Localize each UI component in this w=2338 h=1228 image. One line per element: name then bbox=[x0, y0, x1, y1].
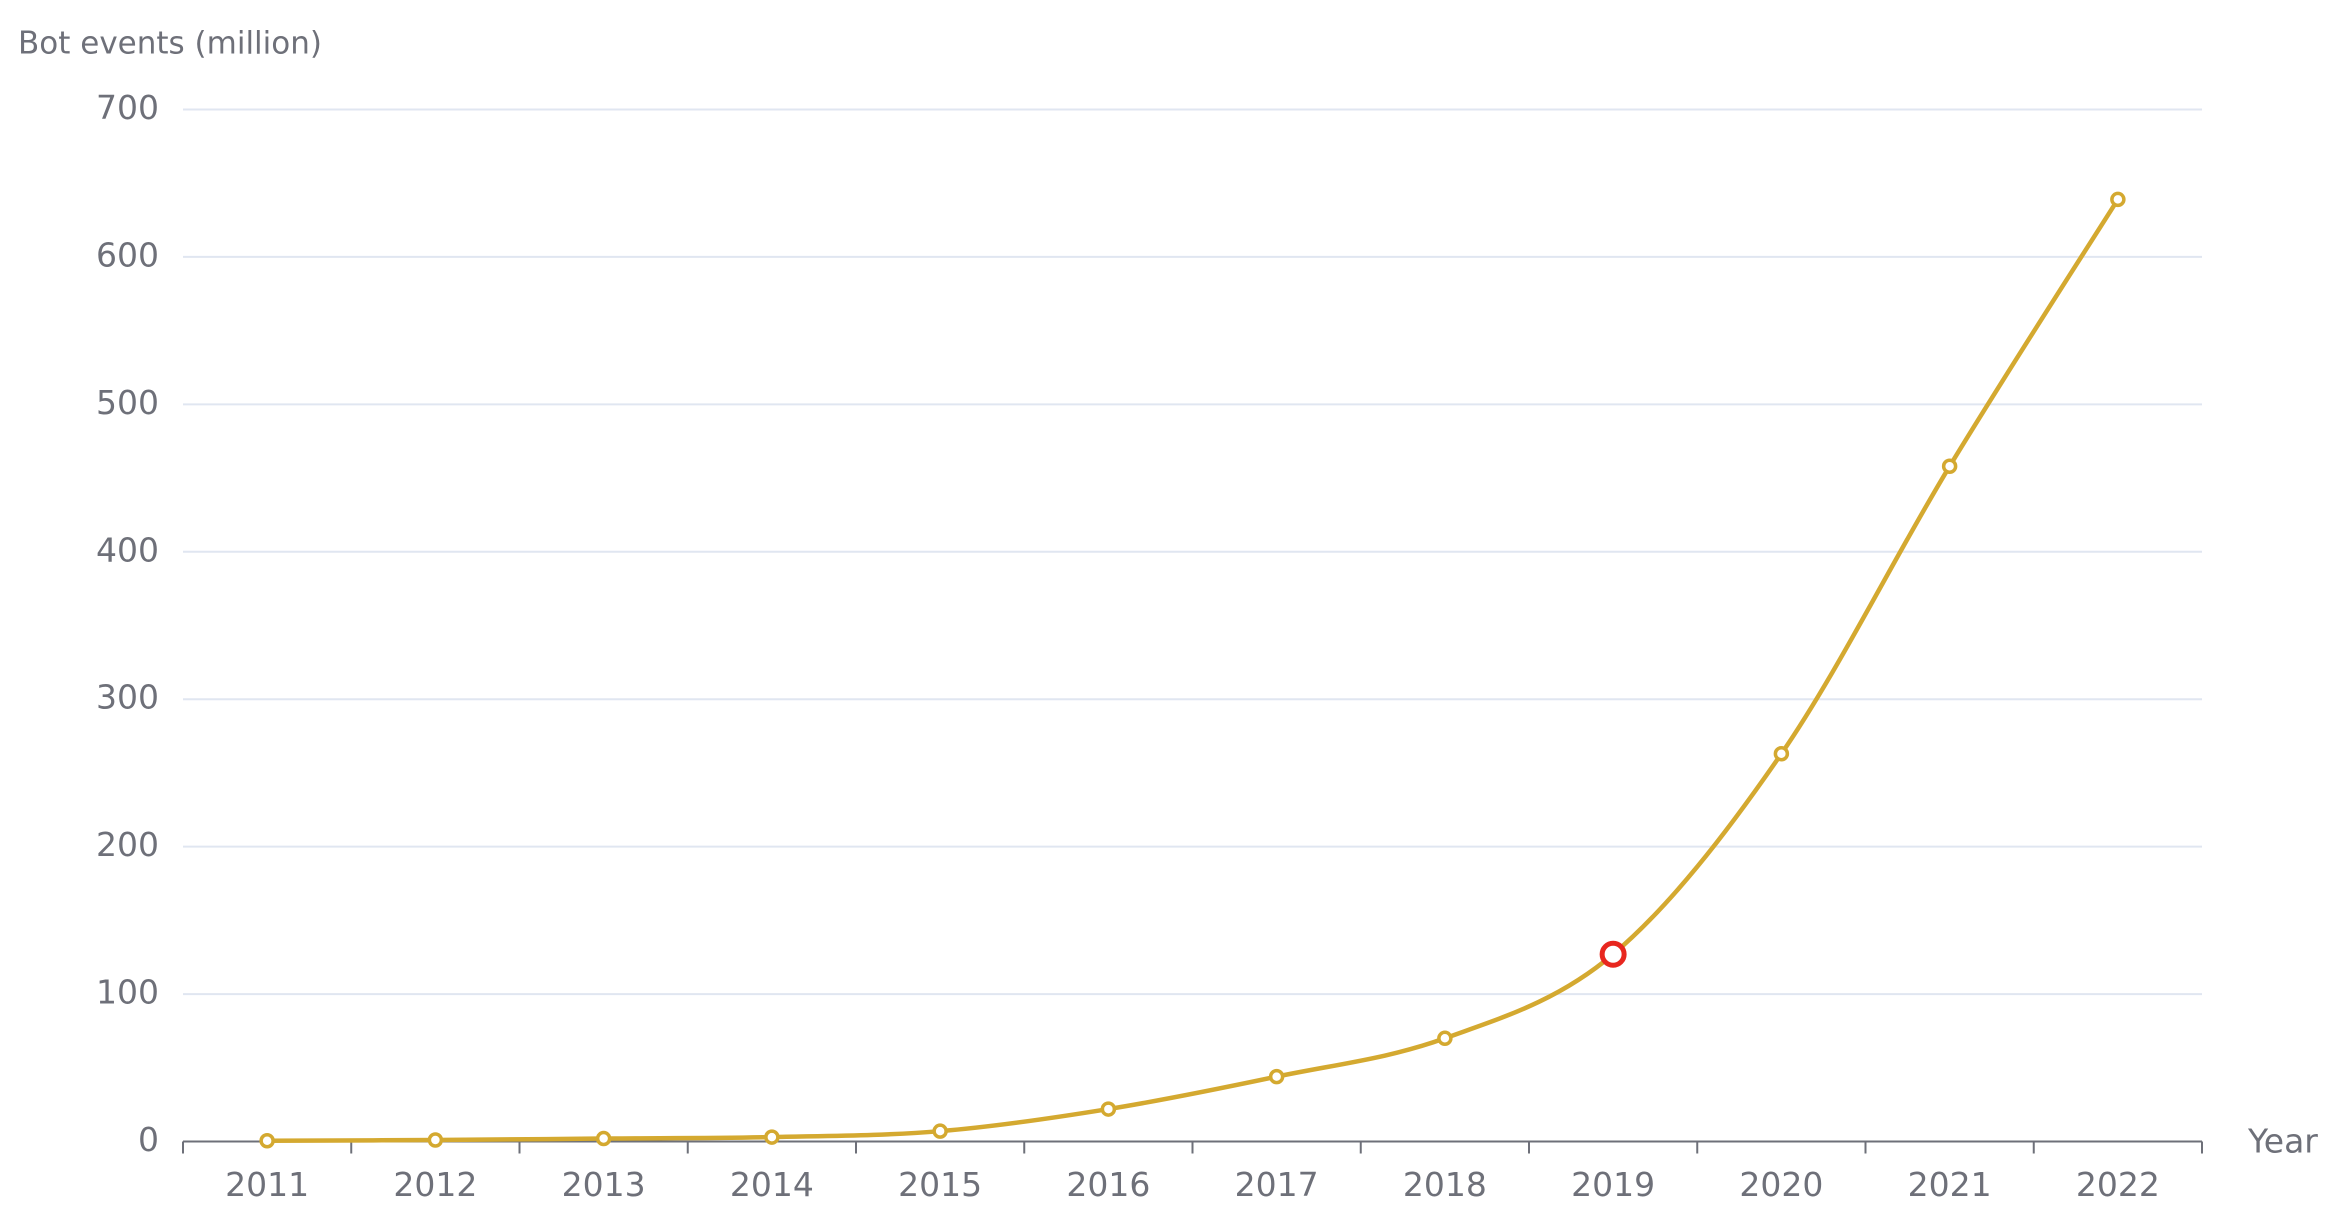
y-tick-label: 600 bbox=[96, 235, 159, 274]
point bbox=[1437, 1030, 1453, 1047]
point bbox=[1100, 1101, 1117, 1117]
x-tick-label: 2021 bbox=[1908, 1165, 1992, 1204]
x-tick-label: 2011 bbox=[225, 1165, 309, 1204]
x-tick-label: 2022 bbox=[2076, 1165, 2160, 1204]
x-axis-title: Year bbox=[2247, 1122, 2318, 1161]
y-tick-label: 700 bbox=[96, 88, 159, 127]
y-tick-label: 500 bbox=[96, 383, 159, 422]
line bbox=[267, 198, 2120, 1144]
y-tick-label: 400 bbox=[96, 530, 159, 569]
point bbox=[427, 1132, 444, 1148]
point bbox=[595, 1130, 612, 1147]
point bbox=[259, 1133, 275, 1149]
point bbox=[1941, 458, 1958, 475]
point bbox=[1599, 940, 1627, 968]
y-tick-label: 300 bbox=[96, 678, 159, 717]
y-axis-title: Bot events (million) bbox=[18, 26, 322, 62]
y-tick-label: 100 bbox=[96, 973, 159, 1012]
x-tick-label: 2013 bbox=[562, 1165, 646, 1204]
x-tick-label: 2019 bbox=[1571, 1165, 1655, 1204]
point bbox=[1268, 1068, 1285, 1085]
x-tick-label: 2014 bbox=[730, 1165, 814, 1204]
y-tick-label: 200 bbox=[96, 825, 159, 864]
x-tick-label: 2018 bbox=[1403, 1165, 1487, 1204]
point bbox=[2110, 191, 2126, 208]
x-tick-label: 2020 bbox=[1739, 1165, 1823, 1204]
point bbox=[932, 1123, 948, 1139]
x-tick-label: 2015 bbox=[898, 1165, 982, 1204]
x-tick-label: 2017 bbox=[1235, 1165, 1319, 1204]
point bbox=[764, 1129, 780, 1145]
x-tick-label: 2016 bbox=[1066, 1165, 1150, 1204]
y-tick-label: 0 bbox=[138, 1120, 159, 1159]
point bbox=[1773, 746, 1790, 762]
x-tick-label: 2012 bbox=[393, 1165, 477, 1204]
